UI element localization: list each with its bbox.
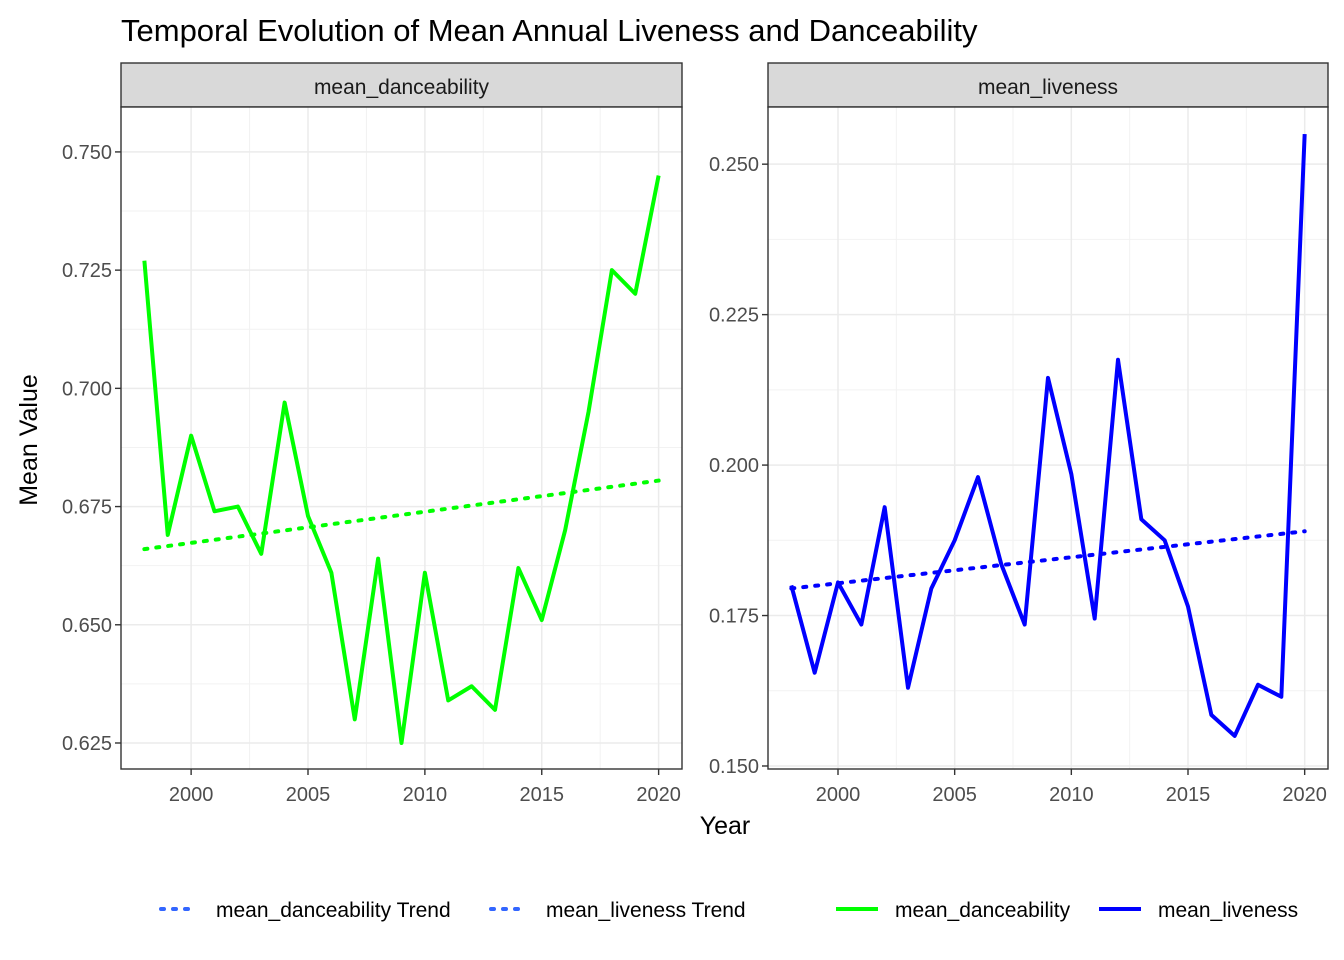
x-tick-label: 2000 <box>169 784 214 806</box>
legend-label: mean_liveness Trend <box>546 899 746 922</box>
legend: mean_danceability Trend mean_liveness Tre… <box>159 899 1298 922</box>
panel-border <box>120 106 683 770</box>
y-tick-label: 0.675 <box>62 497 112 519</box>
plot-area <box>768 107 1328 769</box>
y-tick-label: 0.225 <box>709 305 759 327</box>
x-tick-label: 2005 <box>286 784 331 806</box>
y-tick-label: 0.750 <box>62 142 112 164</box>
y-tick-label: 0.150 <box>709 756 759 778</box>
panel-strip <box>767 62 1329 108</box>
y-tick-label: 0.725 <box>62 260 112 282</box>
series-line <box>789 133 1307 738</box>
x-tick-label: 2010 <box>403 784 448 806</box>
x-tick-label: 2015 <box>520 784 565 806</box>
x-tick-label: 2005 <box>932 784 977 806</box>
panel-strip-label: mean_liveness <box>978 76 1118 99</box>
legend-label: mean_liveness <box>1158 899 1298 922</box>
y-tick-label: 0.250 <box>709 154 759 176</box>
x-tick-label: 2020 <box>636 784 681 806</box>
panel-border <box>767 106 1329 770</box>
chart-title: Temporal Evolution of Mean Annual Livene… <box>121 13 978 48</box>
x-tick-label: 2000 <box>816 784 861 806</box>
y-tick-label: 0.200 <box>709 455 759 477</box>
legend-label: mean_danceability Trend <box>216 899 451 922</box>
x-tick-label: 2020 <box>1282 784 1327 806</box>
x-tick-label: 2010 <box>1049 784 1094 806</box>
y-axis-title: Mean Value <box>15 374 43 506</box>
y-tick-label: 0.700 <box>62 378 112 400</box>
panel-liveness: mean_liveness 0.150 0.175 0.200 0.225 0.250 20… <box>709 62 1329 806</box>
y-tick-label: 0.625 <box>62 733 112 755</box>
panel-strip-label: mean_danceability <box>314 76 490 99</box>
series-line <box>142 175 661 745</box>
panel-danceability: mean_danceability 0.625 0.650 0.675 0.700 0.7… <box>62 62 683 806</box>
legend-label: mean_danceability <box>895 899 1071 922</box>
trend-line <box>789 529 1307 591</box>
plot-area <box>121 107 682 769</box>
panel-strip <box>120 62 683 108</box>
x-tick-label: 2015 <box>1166 784 1211 806</box>
y-tick-label: 0.650 <box>62 615 112 637</box>
y-tick-label: 0.175 <box>709 606 759 628</box>
x-axis-title: Year <box>700 812 751 840</box>
